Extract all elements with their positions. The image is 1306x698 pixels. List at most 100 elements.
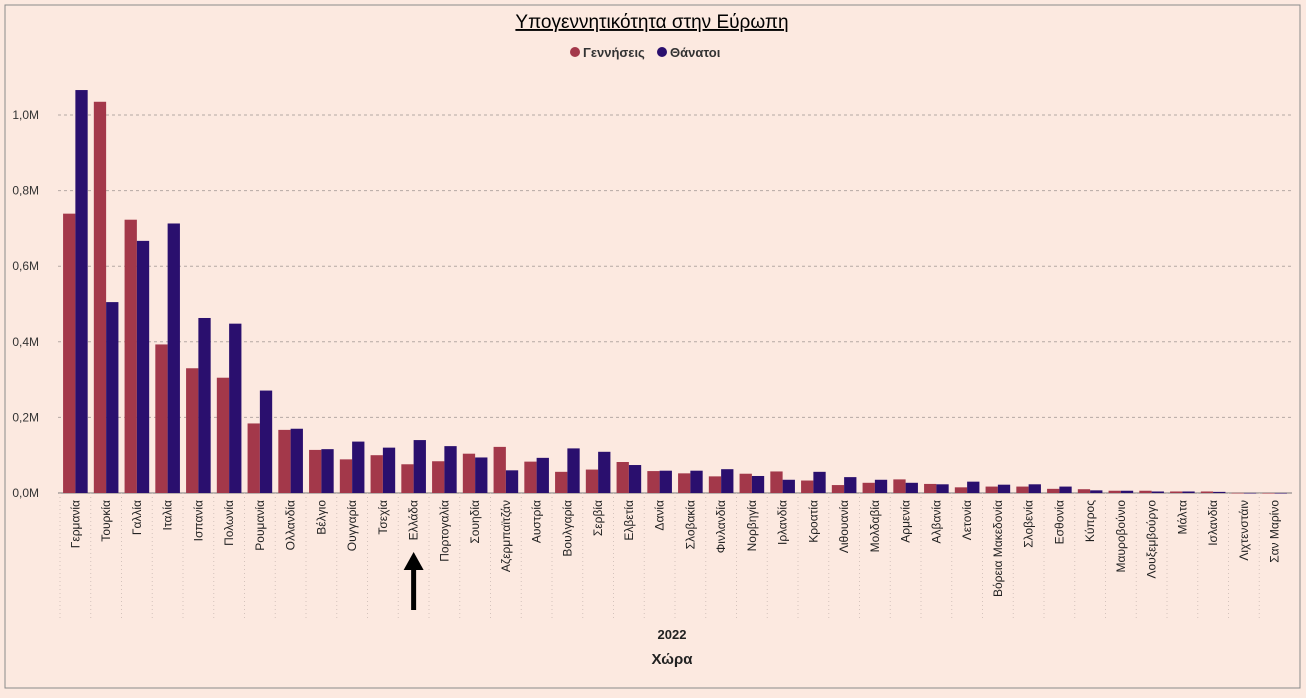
x-tick-label: Βέλγιο [314,500,328,535]
bar-births [1200,491,1214,493]
bar-births [1231,492,1244,494]
bar-births [831,485,845,493]
bar-births [401,464,414,493]
bar-deaths [721,469,734,493]
bar-births [93,101,107,494]
bar-births [678,473,691,493]
bar-deaths [1182,491,1195,493]
bar-deaths [598,451,611,493]
x-tick-label: Κροατία [806,500,820,543]
x-tick-label: Σερβία [591,500,605,536]
bar-deaths [1059,486,1072,493]
x-tick-label: Αλβανία [929,500,943,544]
bar-births [862,482,875,493]
bar-deaths [259,390,273,493]
x-tick-label: Τουρκία [99,500,113,542]
x-tick-label: Ισλανδία [1206,500,1220,546]
bar-births [186,368,199,493]
bar-births [247,423,260,493]
bar-births [370,455,383,493]
bar-deaths [936,484,949,493]
x-tick-label: Γερμανία [68,500,82,548]
x-tick-label: Ουγγαρία [345,500,359,551]
bar-deaths [628,465,642,493]
legend-marker-births [570,47,580,57]
bar-deaths [813,471,826,493]
y-tick-label: 0,2M [12,410,39,424]
legend-label-births: Γεννήσεις [583,45,645,60]
x-group-label: 2022 [658,627,687,642]
bar-births [555,471,568,493]
legend-label-deaths: Θάνατοι [670,45,721,60]
bar-births [63,213,76,493]
bar-deaths [136,240,150,493]
bar-births [708,476,722,493]
bar-births [1170,491,1183,493]
x-tick-label: Λιχτενστάιν [1237,500,1251,561]
x-tick-label: Εσθονία [1052,500,1066,544]
x-tick-label: Ελλάδα [407,500,421,540]
bar-deaths [444,446,457,493]
bar-deaths [198,317,211,493]
bar-deaths [1028,484,1041,493]
x-tick-label: Δανία [653,500,667,531]
bar-deaths [167,223,180,493]
x-tick-label: Ισπανία [191,500,205,541]
bar-deaths [690,470,703,493]
x-tick-label: Σλοβενία [1022,500,1036,548]
chart-frame [4,4,1301,689]
x-tick-label: Τσεχία [376,500,390,535]
bar-births [462,453,476,493]
x-tick-label: Βουλγαρία [560,500,574,557]
arrow-head [403,552,424,570]
bar-deaths [290,428,303,493]
annotation-arrow [403,552,424,610]
bar-births [493,446,506,493]
bar-births [770,471,783,493]
x-tick-label: Αυστρία [530,500,544,543]
bar-births [739,473,752,493]
x-tick-label: Σαν Μαρίνο [1268,500,1282,563]
x-tick-label: Ολλανδία [284,500,298,550]
bar-deaths [874,479,888,493]
bar-births [1077,489,1091,493]
bar-births [278,429,291,493]
bar-deaths [106,302,119,493]
x-axis-title: Χώρα [652,651,694,668]
bar-deaths [1274,492,1287,494]
y-tick-label: 1,0M [12,108,39,122]
bar-births [893,479,906,493]
x-tick-label: Πολωνία [222,500,236,546]
y-tick-label: 0,4M [12,335,39,349]
chart-title: Υπογεννητικότητα στην Εύρωπη [515,12,788,33]
bar-births [216,377,230,493]
x-tick-label: Ιρλανδία [776,500,790,545]
bar-deaths [229,323,242,493]
bar-births [585,469,599,493]
x-tick-label: Σουηδία [468,500,482,544]
bar-births [1262,492,1275,494]
bar-deaths [475,457,488,493]
x-tick-label: Μάλτα [1175,500,1189,535]
bar-deaths [352,441,365,493]
bar-deaths [844,477,857,493]
bar-births [1016,486,1029,493]
bar-births [155,344,168,493]
x-tick-label: Λετονία [960,500,974,540]
x-tick-label: Σλοβακία [683,500,697,549]
bar-births [124,219,137,493]
bar-deaths [997,484,1011,493]
bar-births [432,461,445,493]
y-tick-label: 0,6M [12,259,39,273]
bar-deaths [505,470,519,493]
y-tick-label: 0,8M [12,184,39,198]
x-tick-label: Κύπρος [1083,500,1097,542]
bar-deaths [536,457,549,493]
bar-deaths [382,447,396,493]
bar-births [1108,490,1121,493]
bar-deaths [75,90,88,493]
bar-deaths [659,470,672,493]
bar-births [1139,490,1152,493]
